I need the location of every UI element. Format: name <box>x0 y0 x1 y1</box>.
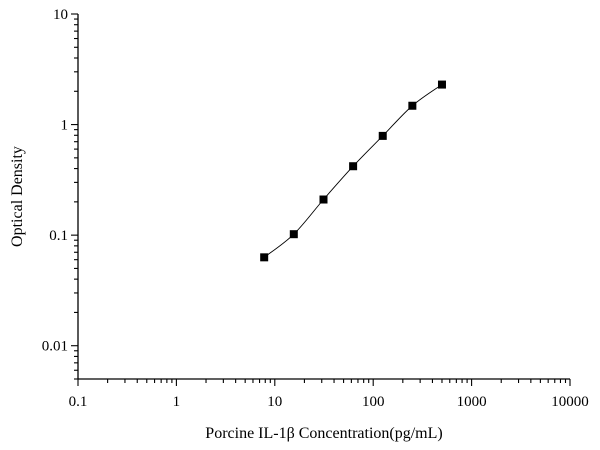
x-tick-label: 0.1 <box>69 394 88 410</box>
y-axis-title: Optical Density <box>9 146 26 247</box>
data-point-marker <box>260 253 269 262</box>
data-point-marker <box>319 195 328 204</box>
y-tick-label: 10 <box>53 7 68 23</box>
y-tick-label: 0.01 <box>42 339 68 355</box>
x-tick-label: 10 <box>267 394 282 410</box>
y-axis-ticks: 0.01 0.1 1 10 <box>42 7 78 380</box>
data-point-marker <box>289 230 298 239</box>
data-point-marker <box>378 131 387 140</box>
x-tick-label: 1 <box>173 394 181 410</box>
data-point-marker <box>408 101 417 110</box>
data-point-marker <box>349 162 358 171</box>
x-tick-label: 1000 <box>457 394 487 410</box>
y-tick-label: 0.1 <box>49 228 68 244</box>
x-tick-label: 100 <box>362 394 385 410</box>
x-tick-label: 10000 <box>551 394 589 410</box>
x-axis-title: Porcine IL-1β Concentration(pg/mL) <box>205 425 442 442</box>
axes <box>77 14 570 380</box>
y-tick-label: 1 <box>61 118 69 134</box>
x-axis-ticks: 0.1 1 10 100 1000 10000 <box>69 379 589 410</box>
data-point-marker <box>437 80 446 89</box>
series-layer <box>260 80 446 262</box>
